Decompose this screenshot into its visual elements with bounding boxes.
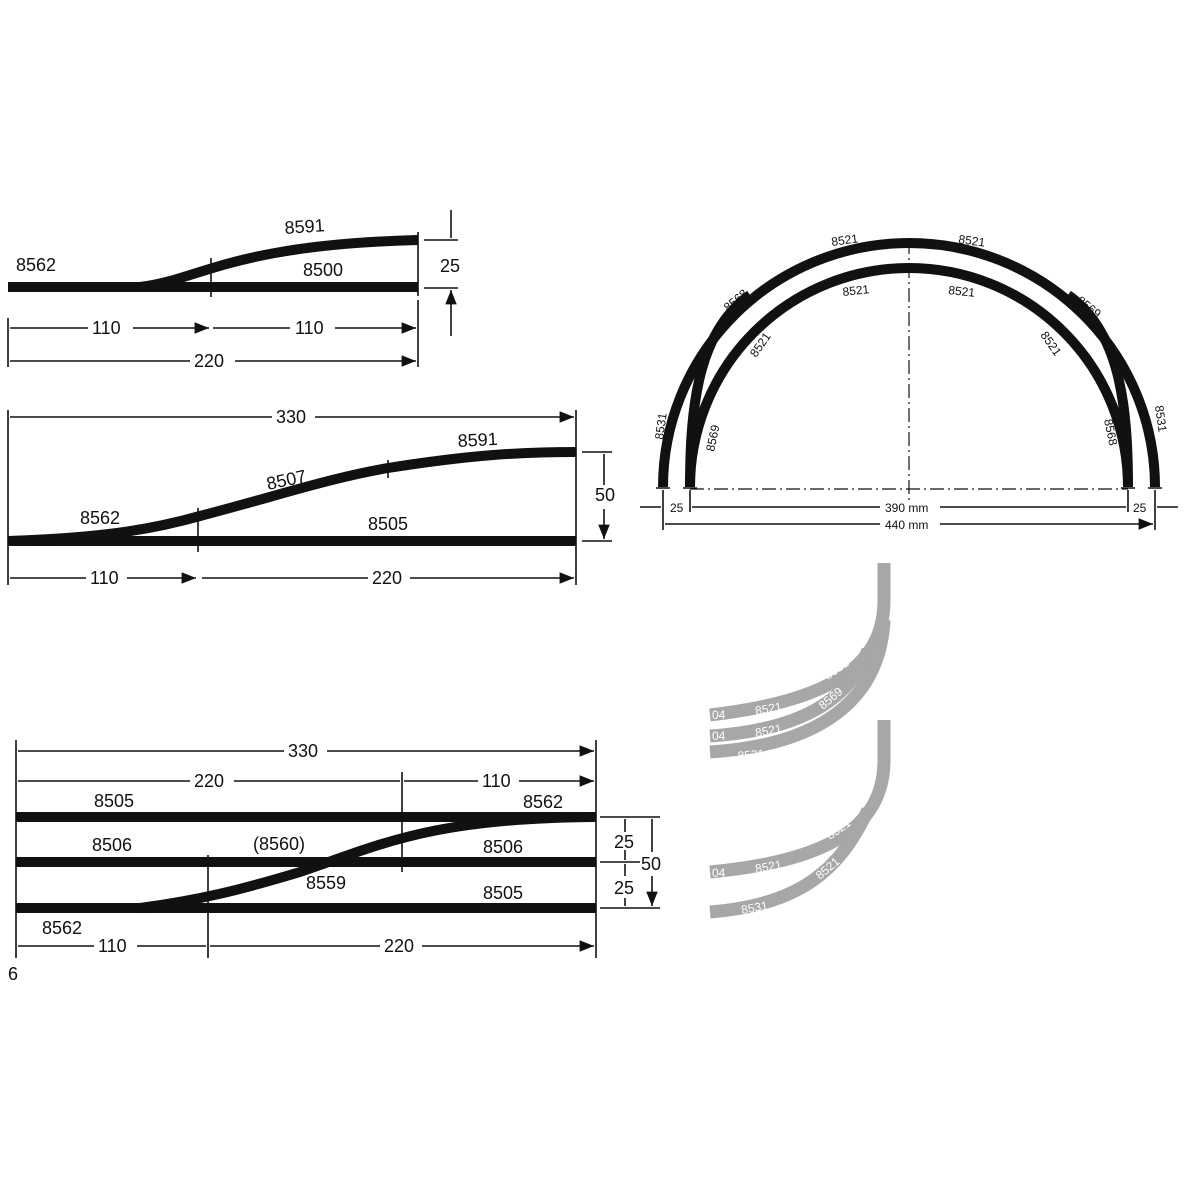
label-8562: 8562 [80, 508, 120, 528]
left-switch-track [685, 290, 753, 488]
label-outer-top-right: 8521 [958, 232, 987, 250]
turnout-diagram-25: 8562 8591 8500 25 110 110 220 [7, 210, 460, 371]
width-dimensions [640, 506, 1178, 524]
label-8569-left: 8569 [703, 423, 722, 452]
offset-50: 50 [595, 485, 615, 505]
label-8559: 8559 [306, 873, 346, 893]
label-8591: 8591 [457, 429, 498, 451]
offset-dimension [424, 210, 458, 336]
gray-label: 04 [859, 834, 876, 851]
gray-label: 8521 [754, 721, 783, 739]
label-8562-top: 8562 [523, 792, 563, 812]
label-8591: 8591 [284, 215, 325, 238]
dim-110-a: 110 [92, 318, 121, 338]
offset-dimension [582, 451, 612, 541]
dim-110-top: 110 [482, 771, 511, 791]
label-8568-right: 8568 [1101, 418, 1120, 447]
label-8506-left: 8506 [92, 835, 132, 855]
gap-25-right: 25 [1133, 501, 1147, 515]
dim-330: 330 [288, 741, 318, 761]
center-lines [690, 240, 1128, 500]
turnout-diagram-50: 8562 8507 8591 8505 50 330 110 220 [7, 407, 615, 588]
dim-220: 220 [194, 351, 224, 371]
page-number: 6 [8, 964, 18, 984]
offset-25-a: 25 [614, 832, 634, 852]
right-switch-track [1065, 290, 1133, 488]
gray-label: 8521 [754, 857, 783, 875]
label-8505-bottom: 8505 [483, 883, 523, 903]
extension-lines [15, 740, 597, 958]
joint-marks [210, 232, 419, 297]
dim-220: 220 [372, 568, 402, 588]
gray-track-plan-lower: 8569 8521 04 04 8521 8521 8531 [709, 720, 891, 919]
crossover-diagram: 8505 8562 8506 (8560) 8506 8559 8505 856… [15, 740, 661, 958]
offset-25: 25 [440, 256, 460, 276]
joint-marks [7, 410, 577, 585]
curved-track [139, 235, 419, 292]
label-8506-right: 8506 [483, 837, 523, 857]
gray-label: 04 [712, 866, 726, 880]
label-inner-top-left: 8521 [842, 282, 870, 299]
label-8562: 8562 [16, 255, 56, 275]
gray-track [709, 619, 891, 759]
label-inner-top-right: 8521 [948, 283, 976, 300]
dim-220-top: 220 [194, 771, 224, 791]
gray-label: 8521 [754, 699, 783, 717]
dim-220-bottom: 220 [384, 936, 414, 956]
label-8500: 8500 [303, 260, 343, 280]
offset-50: 50 [641, 854, 661, 874]
gray-label: 04 [712, 729, 726, 743]
label-8560: (8560) [253, 834, 305, 854]
gray-label: 8531 [737, 747, 765, 763]
gray-label: 8531 [740, 898, 769, 916]
label-8562-bottom: 8562 [42, 918, 82, 938]
dim-110-b: 110 [295, 318, 324, 338]
crossover-track [139, 812, 597, 913]
offset-dimensions [600, 816, 660, 908]
gray-track [709, 647, 875, 743]
gray-label: 04 [712, 708, 726, 722]
dim-110-bottom: 110 [98, 936, 127, 956]
width-440: 440 mm [885, 518, 928, 532]
dim-110: 110 [90, 568, 119, 588]
dim-330: 330 [276, 407, 306, 427]
end-marks [656, 487, 1162, 530]
gray-track-plan-upper: 8569 8521 8569 04 8521 04 8521 8531 [709, 563, 891, 763]
label-8505-top: 8505 [94, 791, 134, 811]
offset-25-b: 25 [614, 878, 634, 898]
semicircle-layout: 8521 8521 8521 8521 8568 8569 8521 8521 … [640, 231, 1178, 532]
label-outer-top-left: 8521 [830, 231, 859, 249]
label-8505: 8505 [368, 514, 408, 534]
gap-25-left: 25 [670, 501, 684, 515]
width-390: 390 mm [885, 501, 928, 515]
label-8531-left: 8531 [652, 412, 670, 441]
gray-track [709, 807, 874, 919]
curved-track [7, 447, 577, 546]
label-8531-right: 8531 [1152, 404, 1170, 433]
gray-track [709, 720, 891, 879]
